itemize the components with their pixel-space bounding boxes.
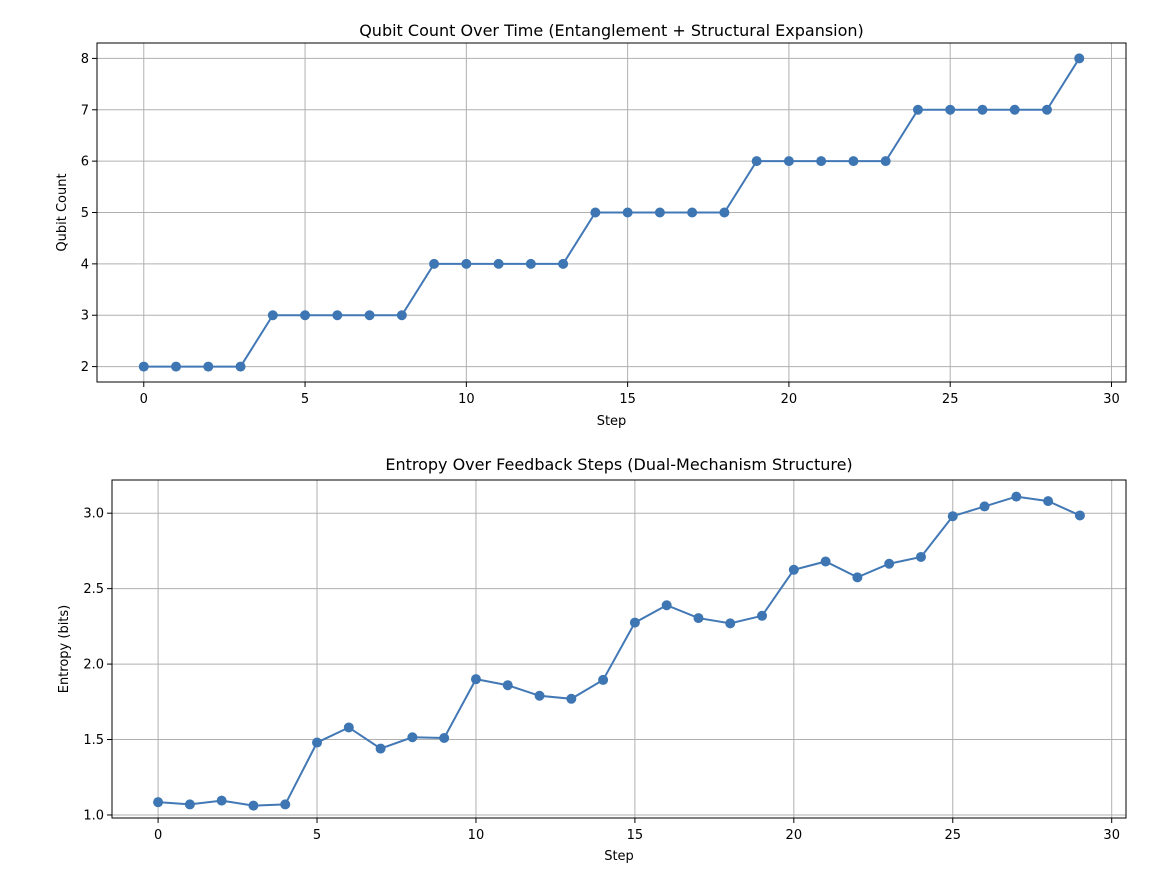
data-point [396, 310, 407, 321]
data-point [300, 310, 311, 321]
data-point [852, 572, 863, 583]
x-tick-label: 0 [154, 828, 162, 843]
data-point [1074, 53, 1085, 64]
data-point [788, 564, 799, 575]
y-axis-label: Qubit Count [55, 173, 70, 251]
x-tick-label: 30 [1103, 392, 1120, 407]
data-point [884, 558, 895, 569]
data-point [1009, 104, 1020, 115]
data-point [493, 258, 504, 269]
x-axis-label: Step [597, 414, 627, 429]
data-point [558, 258, 569, 269]
x-tick-label: 30 [1103, 828, 1120, 843]
x-tick-label: 20 [781, 392, 798, 407]
chart-title: Qubit Count Over Time (Entanglement + St… [359, 21, 864, 40]
data-point [661, 600, 672, 611]
x-tick-label: 5 [313, 828, 321, 843]
y-tick-label: 3 [81, 309, 89, 324]
data-point [848, 156, 859, 167]
data-point [629, 617, 640, 628]
data-point [979, 501, 990, 512]
data-point [525, 258, 536, 269]
data-point [1041, 104, 1052, 115]
data-point [171, 361, 182, 372]
plot-area [96, 42, 1127, 383]
y-tick-label: 2.5 [83, 582, 104, 597]
data-point [343, 722, 354, 733]
data-point [757, 610, 768, 621]
data-point [203, 361, 214, 372]
x-tick-label: 20 [786, 828, 803, 843]
data-point [1074, 510, 1085, 521]
x-tick-label: 15 [619, 392, 636, 407]
x-tick-label: 25 [942, 392, 959, 407]
y-tick-label: 3.0 [83, 507, 104, 522]
y-tick-label: 6 [81, 155, 89, 170]
x-tick-label: 5 [301, 392, 309, 407]
data-point [816, 156, 827, 167]
data-point [783, 156, 794, 167]
chart-entropy: 0 5 10 15 20 25 30 1.0 1.5 2.0 2.5 3.0 Entropy Over … [57, 455, 1127, 864]
data-point [470, 674, 481, 685]
data-point [461, 258, 472, 269]
data-point [312, 737, 323, 748]
x-tick-label: 25 [944, 828, 961, 843]
data-point [912, 104, 923, 115]
data-point [429, 258, 440, 269]
data-point [719, 207, 730, 218]
data-point [502, 680, 513, 691]
x-tick-label: 0 [140, 392, 148, 407]
data-point [947, 511, 958, 522]
x-tick-label: 10 [468, 828, 485, 843]
data-point [880, 156, 891, 167]
series-line [143, 57, 1081, 368]
data-point [439, 733, 450, 744]
data-point [1011, 491, 1022, 502]
data-point [977, 104, 988, 115]
data-point [280, 799, 291, 810]
data-point [820, 556, 831, 567]
x-tick-label: 10 [458, 392, 475, 407]
data-point [1043, 496, 1054, 507]
series-line [158, 495, 1081, 807]
data-point [267, 310, 278, 321]
y-tick-label: 4 [81, 257, 89, 272]
data-point [184, 799, 195, 810]
y-axis-label: Entropy (bits) [57, 605, 72, 694]
y-tick-label: 1.0 [83, 808, 104, 823]
data-point [332, 310, 343, 321]
data-point [693, 613, 704, 624]
data-point [654, 207, 665, 218]
data-point [216, 795, 227, 806]
data-point [138, 361, 149, 372]
chart-title: Entropy Over Feedback Steps (Dual-Mechan… [385, 455, 852, 474]
data-point [687, 207, 698, 218]
data-point [915, 551, 926, 562]
data-point [566, 693, 577, 704]
data-point [590, 207, 601, 218]
data-point [725, 618, 736, 629]
y-tick-label: 8 [81, 52, 89, 67]
data-point [945, 104, 956, 115]
y-tick-label: 2.0 [83, 658, 104, 673]
data-point [598, 674, 609, 685]
x-tick-label: 15 [627, 828, 644, 843]
x-axis-label: Step [604, 849, 634, 864]
data-point [248, 800, 259, 811]
data-point [375, 743, 386, 754]
data-point [534, 690, 545, 701]
plot-area [111, 479, 1127, 819]
y-tick-label: 7 [81, 103, 89, 118]
y-tick-label: 1.5 [83, 733, 104, 748]
data-point [364, 310, 375, 321]
y-tick-label: 5 [81, 206, 89, 221]
data-point [235, 361, 246, 372]
data-point [407, 732, 418, 743]
data-point [622, 207, 633, 218]
y-tick-label: 2 [81, 360, 89, 375]
chart-qubit: 0 5 10 15 20 25 30 2 3 4 5 6 7 8 Qubit Count Over Time… [55, 21, 1127, 429]
data-point [153, 797, 164, 808]
data-point [751, 156, 762, 167]
